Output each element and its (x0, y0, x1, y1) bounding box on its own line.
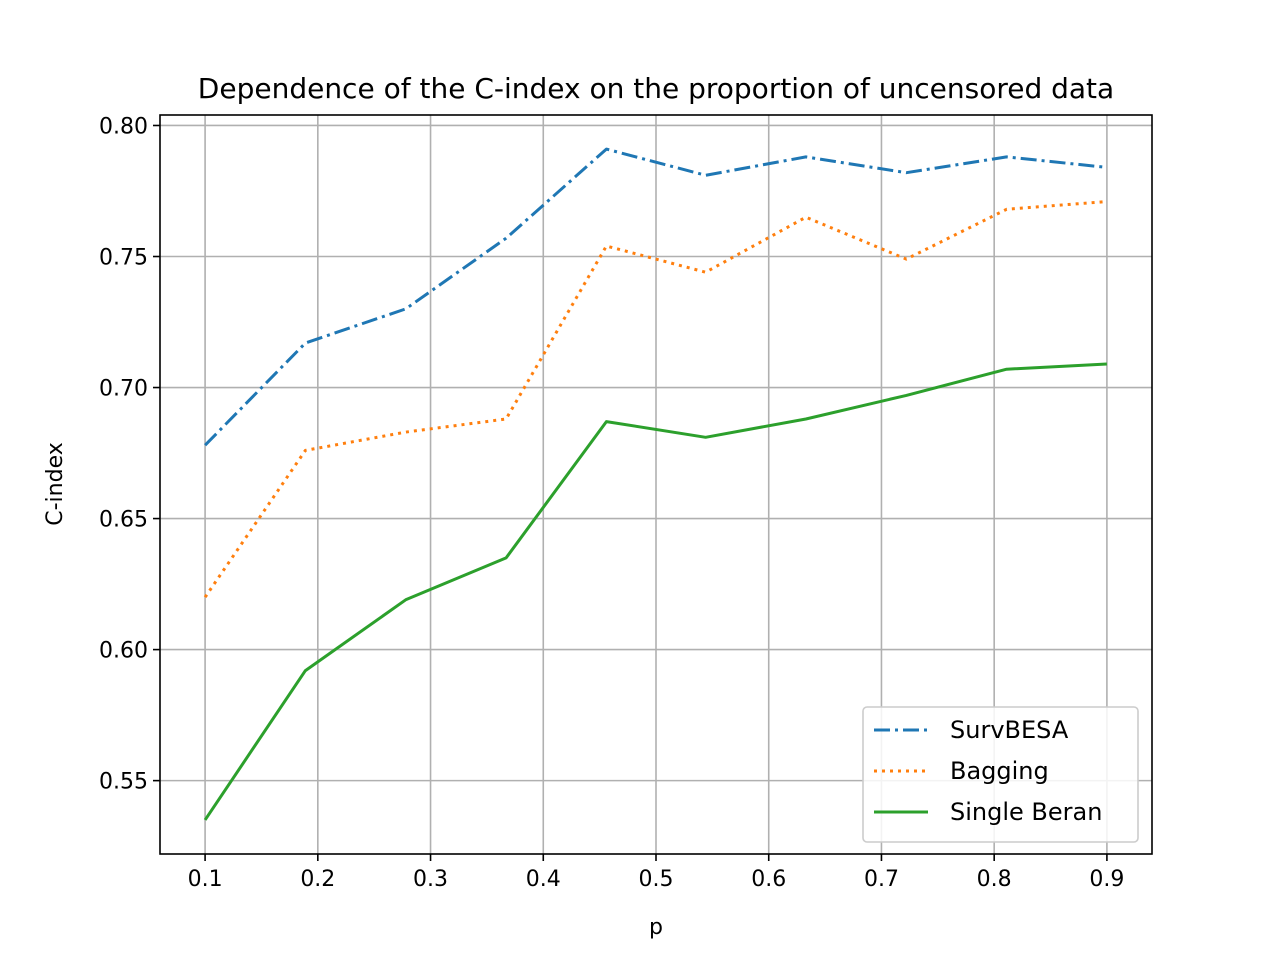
y-tick-label: 0.60 (99, 639, 148, 664)
y-tick-label: 0.55 (99, 770, 148, 795)
x-tick-label: 0.9 (1089, 867, 1124, 892)
x-tick-label: 0.2 (300, 867, 335, 892)
series-line-single-beran (203, 362, 1107, 821)
series-line-survbesa (204, 147, 1108, 447)
x-tick-label: 0.3 (413, 867, 448, 892)
series-lines (203, 147, 1108, 821)
x-tick-label: 0.8 (977, 867, 1012, 892)
series-line-bagging (203, 200, 1108, 599)
x-axis-label: p (649, 915, 663, 940)
y-tick-label: 0.80 (99, 114, 148, 139)
legend-label: Bagging (950, 757, 1049, 785)
x-tick-label: 0.6 (751, 867, 786, 892)
axis-ticks: 0.1 0.2 0.3 0.4 0.5 0.6 0.7 0.8 0.9 0.55 0.60 0.65 0… (99, 114, 1124, 892)
legend-box (862, 706, 1139, 843)
x-tick-label: 0.1 (188, 867, 223, 892)
legend-label: Single Beran (950, 798, 1102, 826)
legend-label: SurvBESA (950, 716, 1069, 744)
x-tick-label: 0.5 (639, 867, 674, 892)
y-tick-label: 0.70 (99, 377, 148, 402)
x-tick-label: 0.4 (526, 867, 561, 892)
y-axis-label: C-index (43, 442, 68, 526)
y-tick-label: 0.65 (99, 508, 148, 533)
y-tick-label: 0.75 (99, 246, 148, 271)
chart-title: Dependence of the C-index on the proport… (198, 72, 1114, 105)
x-tick-label: 0.7 (864, 867, 899, 892)
legend: SurvBESA Bagging Single Beran (862, 706, 1139, 843)
